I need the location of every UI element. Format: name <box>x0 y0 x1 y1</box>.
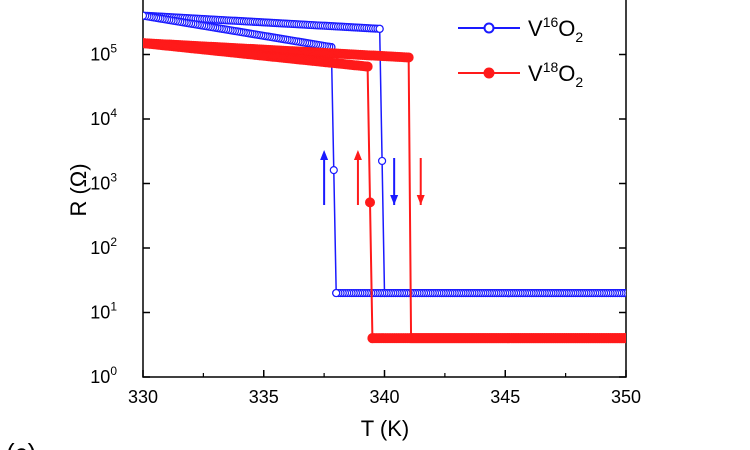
data-point <box>332 288 341 298</box>
arrow-up <box>320 150 329 205</box>
legend-label-v18o2: V18O2 <box>528 59 583 90</box>
legend-entry-v18o2: V18O2 <box>458 59 583 90</box>
data-point <box>143 38 148 49</box>
y-tick-label: 103 <box>90 171 117 194</box>
legend-marker-v18o2 <box>483 67 495 79</box>
series-v18o2 <box>143 38 626 344</box>
data-point <box>329 166 338 175</box>
y-axis-title: R (Ω) <box>66 163 91 216</box>
data-point <box>143 11 148 20</box>
x-tick-label: 350 <box>611 387 641 407</box>
y-tick-label: 105 <box>90 42 117 65</box>
data-point <box>365 197 376 208</box>
arrow-down <box>416 158 425 205</box>
x-tick-label: 345 <box>490 387 520 407</box>
panel-label: (c) <box>6 438 36 450</box>
data-point <box>367 333 378 344</box>
legend-label-v16o2: V16O2 <box>528 14 583 45</box>
x-tick-label: 330 <box>128 387 158 407</box>
arrow-down <box>390 158 399 205</box>
x-tick-label: 340 <box>369 387 399 407</box>
x-axis-title: T (K) <box>361 416 409 441</box>
series-v16o2 <box>143 11 626 298</box>
y-tick-label: 104 <box>90 106 117 129</box>
data-point <box>377 156 387 166</box>
y-tick-label: 101 <box>90 300 117 323</box>
legend: V16O2 V18O2 <box>458 14 583 90</box>
arrow-up <box>353 150 362 205</box>
x-tick-label: 335 <box>249 387 279 407</box>
legend-entry-v16o2: V16O2 <box>458 14 583 45</box>
data-point <box>375 24 384 33</box>
data-point <box>403 52 414 63</box>
legend-marker-v16o2 <box>483 22 495 34</box>
y-tick-label: 102 <box>90 235 117 258</box>
y-tick-label: 100 <box>90 364 117 387</box>
